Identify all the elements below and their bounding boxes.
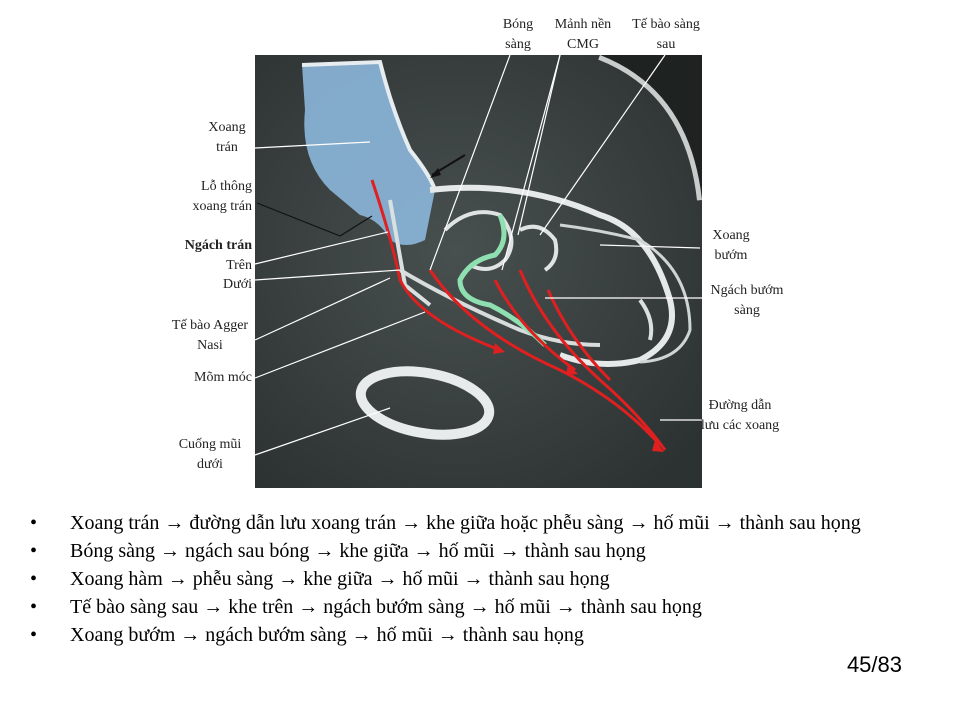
label-te-bao-agger-nasi: Tế bào Agger Nasi: [171, 318, 249, 353]
bullet-marker: •: [30, 568, 38, 590]
bullet-marker: •: [30, 512, 38, 534]
bullet-item: • Bóng sàng → ngách sau bóng → khe giữa →…: [30, 540, 940, 562]
label-xoang-tran: Xoang trán: [208, 120, 246, 155]
bullet-marker: •: [30, 624, 38, 646]
label-xoang-buom: Xoang bướm: [712, 228, 750, 263]
label-te-bao-sang-sau: Tế bào sàng sau: [632, 17, 700, 52]
ct-scan-figure: Bóng sàng Mảnh nền CMG Tế bào sàng sau X…: [171, 17, 784, 488]
label-lo-thong-xoang-tran: Lỗ thông xoang trán: [192, 179, 252, 214]
label-tren: Trên: [226, 258, 252, 273]
label-cuong-mui-duoi: Cuống mũi dưới: [178, 437, 242, 472]
label-ngach-buom-sang: Ngách bướm sàng: [710, 283, 784, 318]
label-manh-nen-cmg: Mảnh nền CMG: [554, 17, 612, 52]
bullet-text: Xoang bướm → ngách bướm sàng → hố mũi → …: [70, 624, 584, 646]
bullet-text: Bóng sàng → ngách sau bóng → khe giữa → …: [70, 540, 646, 562]
bullet-text: Xoang hàm → phễu sàng → khe giữa → hố mũ…: [70, 568, 610, 590]
bullet-item: • Xoang bướm → ngách bướm sàng → hố mũi →…: [30, 624, 940, 646]
bullet-list: • Xoang trán → đường dẫn lưu xoang trán →…: [30, 512, 940, 652]
bullet-item: • Xoang hàm → phễu sàng → khe giữa → hố m…: [30, 568, 940, 590]
bullet-marker: •: [30, 540, 38, 562]
bullet-text: Tế bào sàng sau → khe trên → ngách bướm …: [70, 596, 702, 618]
ct-scan-image: [254, 54, 702, 488]
label-ngach-tran: Ngách trán: [184, 238, 252, 253]
bullet-text: Xoang trán → đường dẫn lưu xoang trán → …: [70, 512, 861, 534]
bullet-item: • Xoang trán → đường dẫn lưu xoang trán →…: [30, 512, 940, 534]
label-duong-dan-luu: Đường dẫn lưu các xoang: [700, 398, 780, 433]
label-mom-moc: Mõm móc: [194, 370, 252, 385]
bullet-marker: •: [30, 596, 38, 618]
bullet-item: • Tế bào sàng sau → khe trên → ngách bướm…: [30, 596, 940, 618]
label-bong-sang: Bóng sàng: [502, 17, 534, 52]
page-number: 45/83: [846, 652, 902, 677]
label-duoi: Dưới: [223, 277, 252, 292]
